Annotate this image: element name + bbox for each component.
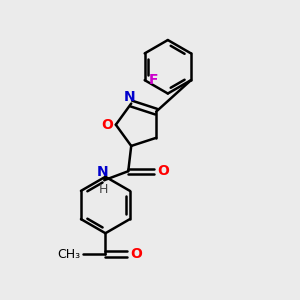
Text: F: F (149, 73, 159, 87)
Text: O: O (130, 247, 142, 261)
Text: O: O (157, 164, 169, 178)
Text: CH₃: CH₃ (58, 248, 81, 260)
Text: N: N (97, 165, 109, 178)
Text: N: N (124, 90, 136, 104)
Text: O: O (102, 118, 113, 132)
Text: H: H (98, 183, 108, 196)
